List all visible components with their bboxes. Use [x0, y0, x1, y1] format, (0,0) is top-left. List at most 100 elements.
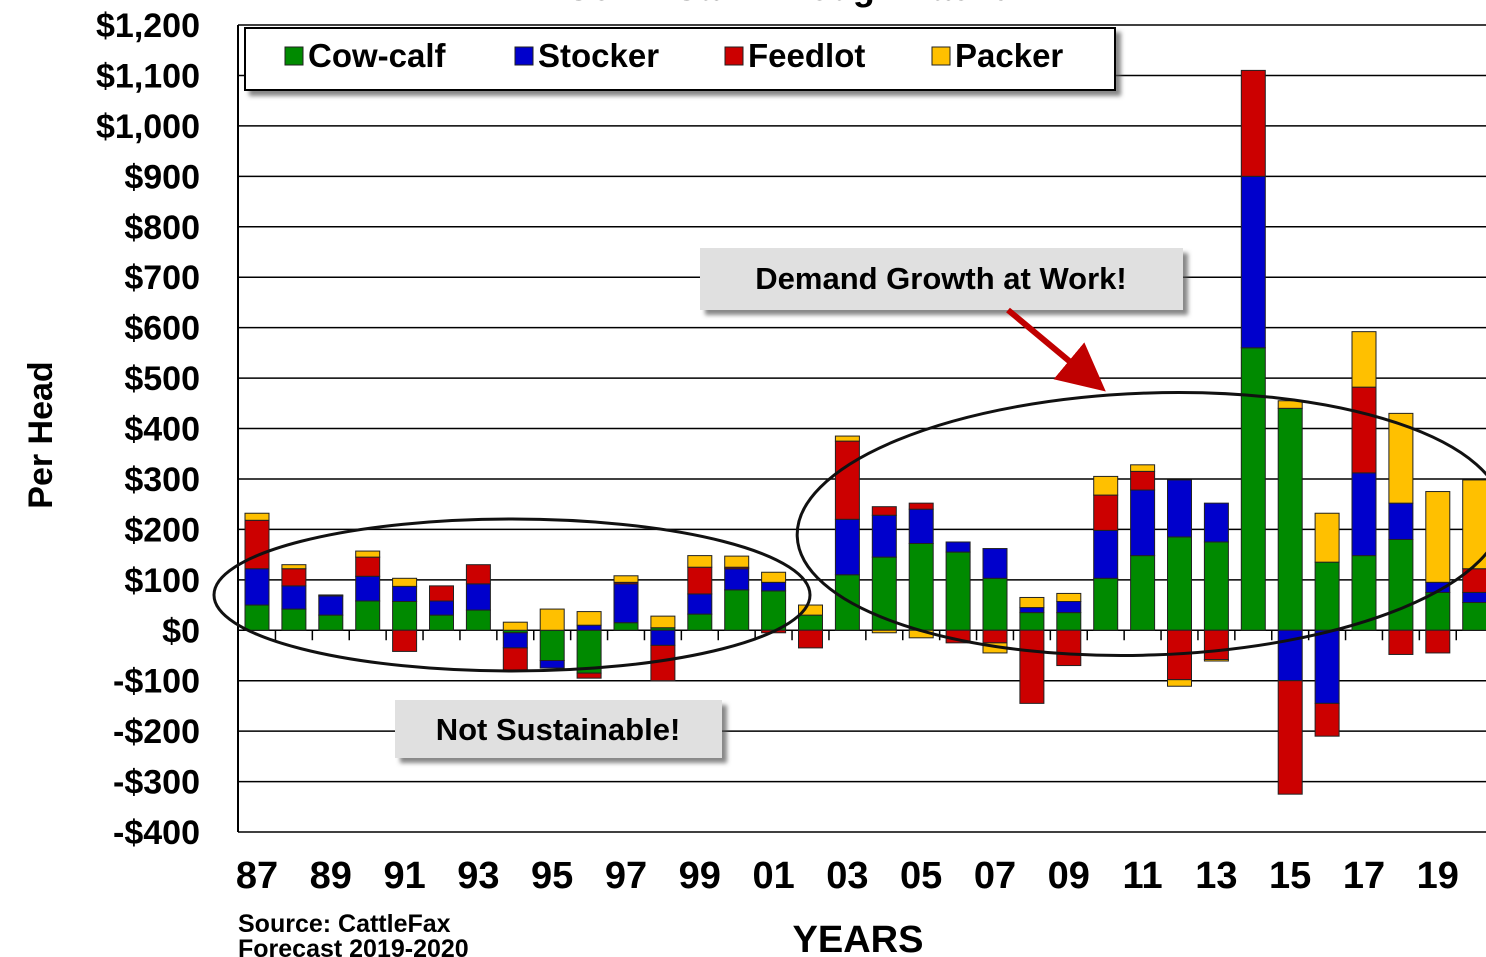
x-tick-label: 91 — [383, 855, 425, 897]
bar — [1019, 596, 1045, 609]
bar — [687, 593, 713, 615]
x-tick-label: 19 — [1417, 855, 1459, 897]
bar — [945, 551, 971, 631]
bar — [502, 621, 528, 631]
bar — [724, 589, 750, 631]
bar — [465, 583, 491, 611]
bar — [355, 575, 381, 602]
bar — [761, 590, 787, 631]
y-tick-label: $300 — [124, 461, 200, 499]
bar — [1167, 479, 1192, 538]
bar — [244, 512, 270, 521]
bar — [281, 608, 307, 631]
bar — [1093, 577, 1119, 631]
bar — [798, 614, 823, 631]
bar — [1277, 407, 1303, 631]
bar — [687, 555, 713, 568]
ellipse — [212, 517, 812, 673]
bar — [1130, 470, 1156, 491]
x-tick-label: 17 — [1343, 855, 1385, 897]
bar — [1388, 629, 1414, 655]
bar — [576, 672, 602, 679]
bar — [1425, 491, 1451, 583]
x-tick-label: 93 — [457, 855, 499, 897]
x-tick-label: 95 — [531, 855, 573, 897]
bar — [1351, 472, 1377, 557]
bar — [834, 574, 860, 631]
bar — [281, 568, 307, 587]
bar — [871, 514, 897, 558]
legend-swatch — [284, 46, 304, 66]
bar — [1130, 555, 1156, 631]
y-tick-label: $1,000 — [96, 108, 200, 146]
bar — [1130, 464, 1156, 472]
y-tick-label: $1,100 — [96, 57, 200, 95]
bar — [1203, 629, 1229, 661]
bar — [871, 506, 897, 516]
bar — [1056, 601, 1082, 614]
bar — [908, 542, 934, 631]
bar — [1093, 494, 1119, 531]
x-tick-label: 89 — [310, 855, 352, 897]
bar — [1462, 479, 1486, 570]
bar — [1203, 502, 1229, 543]
bar — [576, 624, 602, 631]
y-tick-label: $1,200 — [96, 7, 200, 45]
bar — [392, 601, 418, 631]
bar — [613, 583, 639, 624]
bar — [1093, 529, 1119, 579]
bar — [1240, 347, 1266, 631]
bar — [724, 568, 750, 591]
legend-label: Packer — [955, 37, 1063, 74]
bar — [982, 577, 1008, 631]
y-tick-label: -$200 — [113, 713, 200, 751]
bar — [613, 575, 639, 583]
source: Source: CattleFax — [238, 910, 451, 938]
bar — [355, 550, 381, 558]
bar — [465, 609, 491, 631]
bar — [318, 594, 344, 597]
legend-label: Feedlot — [748, 37, 865, 74]
y-tick-label: $600 — [124, 310, 200, 348]
x-tick-label: 09 — [1048, 855, 1090, 897]
bar — [613, 622, 639, 631]
bar — [1314, 561, 1340, 631]
x-tick-label: 97 — [605, 855, 647, 897]
y-axis-title: Per Head — [22, 361, 60, 508]
x-tick-label: 05 — [900, 855, 942, 897]
annotation-box — [700, 248, 1183, 310]
bar — [1056, 612, 1082, 631]
legend-swatch — [724, 46, 744, 66]
x-tick-label: 07 — [974, 855, 1016, 897]
bar — [982, 548, 1008, 579]
bar — [281, 585, 307, 610]
bar — [392, 629, 418, 652]
bar — [429, 614, 454, 631]
bar — [1351, 331, 1377, 388]
bar — [281, 564, 307, 570]
bar — [1462, 602, 1486, 631]
bar — [429, 600, 454, 616]
bar — [1388, 538, 1414, 631]
y-tick-label: $200 — [124, 511, 200, 549]
bar — [1351, 386, 1377, 474]
bar — [1462, 591, 1486, 604]
bar — [1019, 629, 1045, 704]
bar — [392, 585, 418, 603]
bar — [429, 585, 454, 602]
y-tick-label: -$400 — [113, 814, 200, 852]
bar — [761, 571, 787, 583]
bar — [1240, 69, 1266, 177]
y-tick-label: $0 — [162, 612, 200, 650]
y-tick-label: $100 — [124, 562, 200, 600]
x-tick-label: 11 — [1123, 855, 1163, 897]
y-tick-label: $400 — [124, 411, 200, 449]
annotation-box — [395, 700, 722, 758]
legend-label: Stocker — [538, 37, 659, 74]
bar — [687, 613, 713, 631]
bar — [650, 629, 676, 646]
bar — [392, 577, 418, 587]
y-tick-label: $800 — [124, 209, 200, 247]
x-tick-label: 01 — [752, 855, 794, 897]
